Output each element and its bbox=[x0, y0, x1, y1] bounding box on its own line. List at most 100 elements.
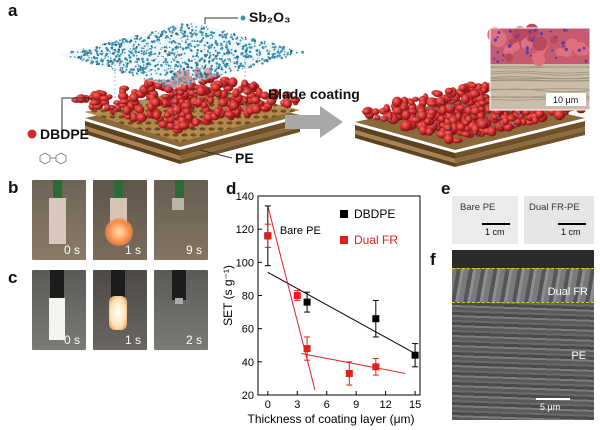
sb2o3-particle bbox=[241, 68, 244, 70]
dbdpe-particle bbox=[249, 82, 256, 90]
sb2o3-particle bbox=[284, 56, 287, 58]
sb2o3-particle bbox=[143, 45, 146, 48]
sb2o3-particle bbox=[185, 82, 188, 85]
sb2o3-particle bbox=[135, 57, 139, 60]
sb2o3-particle bbox=[182, 76, 184, 79]
sb2o3-particle bbox=[197, 44, 199, 47]
sb2o3-particle bbox=[186, 63, 189, 66]
y-tick-label: 40 bbox=[242, 357, 254, 369]
sb2o3-particle bbox=[114, 69, 116, 72]
sem-particle bbox=[562, 45, 565, 48]
sb2o3-particle bbox=[209, 68, 211, 70]
dbdpe-particle bbox=[160, 93, 171, 100]
sb2o3-particle bbox=[281, 49, 284, 52]
sb2o3-particle bbox=[88, 56, 90, 59]
sb2o3-particle bbox=[239, 42, 241, 45]
sb2o3-particle bbox=[163, 69, 166, 72]
y-tick-label: 80 bbox=[242, 291, 254, 303]
sb2o3-particle bbox=[82, 48, 85, 50]
sb2o3-particle bbox=[171, 25, 175, 29]
sb2o3-particle bbox=[426, 110, 429, 113]
dbdpe-point bbox=[372, 315, 380, 323]
sb2o3-particle bbox=[189, 81, 192, 85]
sb2o3-particle bbox=[223, 33, 226, 36]
sb2o3-particle bbox=[151, 59, 153, 62]
sb2o3-particle bbox=[143, 78, 146, 80]
sb2o3-particle bbox=[237, 65, 241, 68]
sb2o3-particle bbox=[119, 67, 122, 69]
sb2o3-particle bbox=[211, 73, 213, 75]
burn-photo-c-0: 0 s bbox=[32, 270, 86, 350]
x-axis-label: Thickness of coating layer (μm) bbox=[248, 412, 415, 426]
sb2o3-particle bbox=[253, 45, 256, 48]
sb2o3-particle bbox=[138, 65, 140, 67]
dual-fr-point bbox=[264, 232, 272, 240]
sb2o3-particle bbox=[447, 105, 450, 108]
dbdpe-particle bbox=[228, 77, 238, 88]
sb2o3-particle bbox=[142, 70, 144, 72]
sb2o3-particle bbox=[146, 78, 148, 81]
sem-particle bbox=[577, 48, 581, 52]
sb2o3-particle bbox=[235, 62, 238, 65]
sb2o3-particle bbox=[203, 61, 206, 63]
sb2o3-particle bbox=[126, 62, 129, 65]
sb2o3-particle bbox=[230, 35, 233, 39]
sb2o3-particle bbox=[226, 52, 230, 55]
sb2o3-particle bbox=[230, 52, 233, 55]
sb2o3-particle bbox=[95, 63, 98, 66]
sem-particle bbox=[515, 35, 519, 39]
sb2o3-particle bbox=[216, 71, 219, 75]
sb2o3-particle bbox=[496, 114, 499, 117]
sb2o3-particle bbox=[473, 131, 476, 134]
sem-particle bbox=[529, 54, 533, 57]
sb2o3-particle bbox=[268, 50, 271, 53]
dbdpe-particle bbox=[401, 109, 411, 121]
sb2o3-particle bbox=[228, 67, 231, 70]
sb2o3-particle bbox=[196, 52, 199, 55]
sb2o3-particle bbox=[188, 69, 190, 71]
sb2o3-particle bbox=[221, 31, 224, 34]
sb2o3-particle bbox=[184, 41, 187, 44]
sb2o3-particle bbox=[186, 65, 190, 69]
dbdpe-particle bbox=[89, 100, 100, 106]
dual-fr-pe-scale: 1 cm bbox=[561, 227, 581, 237]
sb2o3-particle bbox=[273, 48, 276, 51]
sb2o3-particle bbox=[271, 46, 274, 48]
sb2o3-particle bbox=[186, 38, 189, 41]
sb2o3-particle bbox=[271, 55, 274, 59]
sb2o3-particle bbox=[199, 75, 202, 78]
sb2o3-particle bbox=[154, 52, 157, 55]
sb2o3-particle bbox=[211, 43, 213, 46]
sb2o3-particle bbox=[95, 60, 99, 64]
sb2o3-particle bbox=[186, 35, 189, 38]
sb2o3-particle bbox=[221, 35, 224, 39]
sb2o3-particle bbox=[95, 52, 98, 55]
sb2o3-particle bbox=[207, 50, 210, 53]
sb2o3-particle bbox=[96, 53, 99, 57]
sb2o3-particle bbox=[211, 37, 213, 39]
sb2o3-particle bbox=[194, 58, 196, 61]
sb2o3-particle bbox=[178, 71, 182, 75]
dbdpe-particle bbox=[443, 133, 454, 145]
bare-pe-annotation: Bare PE bbox=[280, 225, 321, 237]
dbdpe-particle bbox=[161, 98, 169, 108]
sb2o3-particle bbox=[158, 61, 160, 63]
dbdpe-particle bbox=[183, 108, 191, 116]
sb2o3-particle bbox=[272, 54, 275, 57]
sb2o3-particle bbox=[100, 59, 103, 62]
sb2o3-particle bbox=[103, 43, 107, 46]
sb2o3-particle bbox=[162, 56, 164, 58]
sb2o3-particle bbox=[145, 74, 148, 77]
sb2o3-particle bbox=[240, 52, 243, 55]
sb2o3-particle bbox=[117, 50, 120, 54]
sb2o3-particle bbox=[217, 66, 220, 69]
sb2o3-particle bbox=[135, 72, 138, 74]
panel-label-f: f bbox=[430, 250, 436, 269]
dbdpe-particle bbox=[260, 91, 270, 100]
sem-particle bbox=[555, 36, 558, 39]
y-tick-label: 140 bbox=[236, 191, 254, 203]
dbdpe-particle bbox=[502, 116, 509, 126]
sb2o3-particle bbox=[149, 47, 151, 50]
sb2o3-particle bbox=[91, 60, 95, 64]
